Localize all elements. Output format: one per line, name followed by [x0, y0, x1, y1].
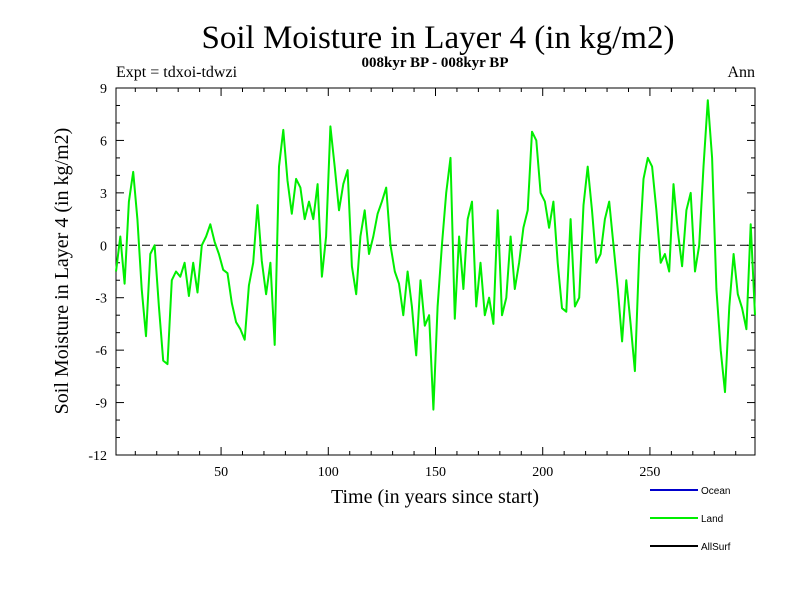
y-tick-label: 6 — [100, 134, 107, 149]
season-label: Ann — [727, 64, 755, 81]
x-tick-label: 150 — [425, 465, 446, 480]
plot-area: -12 -9 -6 -3 0 3 6 9 50 100 150 200 250 — [88, 82, 756, 480]
y-tick-label: 0 — [100, 239, 107, 254]
x-tick-label: 50 — [214, 465, 228, 480]
legend-label: Land — [701, 514, 723, 525]
x-tick-label: 100 — [318, 465, 339, 480]
legend: Ocean Land AllSurf — [650, 486, 731, 553]
y-tick-label: -6 — [95, 344, 107, 359]
expt-label: Expt = tdxoi-tdwzi — [116, 64, 238, 81]
chart-title: Soil Moisture in Layer 4 (in kg/m2) — [202, 20, 675, 56]
y-tick-label: -9 — [95, 397, 107, 412]
x-tick-label: 250 — [639, 465, 660, 480]
y-axis: -12 -9 -6 -3 0 3 6 9 — [88, 82, 755, 464]
chart-subtitle: 008kyr BP - 008kyr BP — [362, 55, 509, 71]
x-axis-label: Time (in years since start) — [331, 486, 539, 508]
y-tick-label: -3 — [95, 292, 107, 307]
y-axis-label: Soil Moisture in Layer 4 (in kg/m2) — [51, 128, 73, 415]
legend-label: Ocean — [701, 486, 730, 497]
y-tick-label: -12 — [88, 449, 107, 464]
series-layer — [115, 99, 756, 411]
x-tick-label: 200 — [532, 465, 553, 480]
series-line-land — [115, 99, 756, 411]
x-axis: 50 100 150 200 250 — [134, 88, 737, 480]
legend-label: AllSurf — [701, 542, 731, 553]
y-tick-label: 3 — [100, 187, 107, 202]
y-tick-label: 9 — [100, 82, 107, 97]
plot-frame — [115, 87, 756, 456]
